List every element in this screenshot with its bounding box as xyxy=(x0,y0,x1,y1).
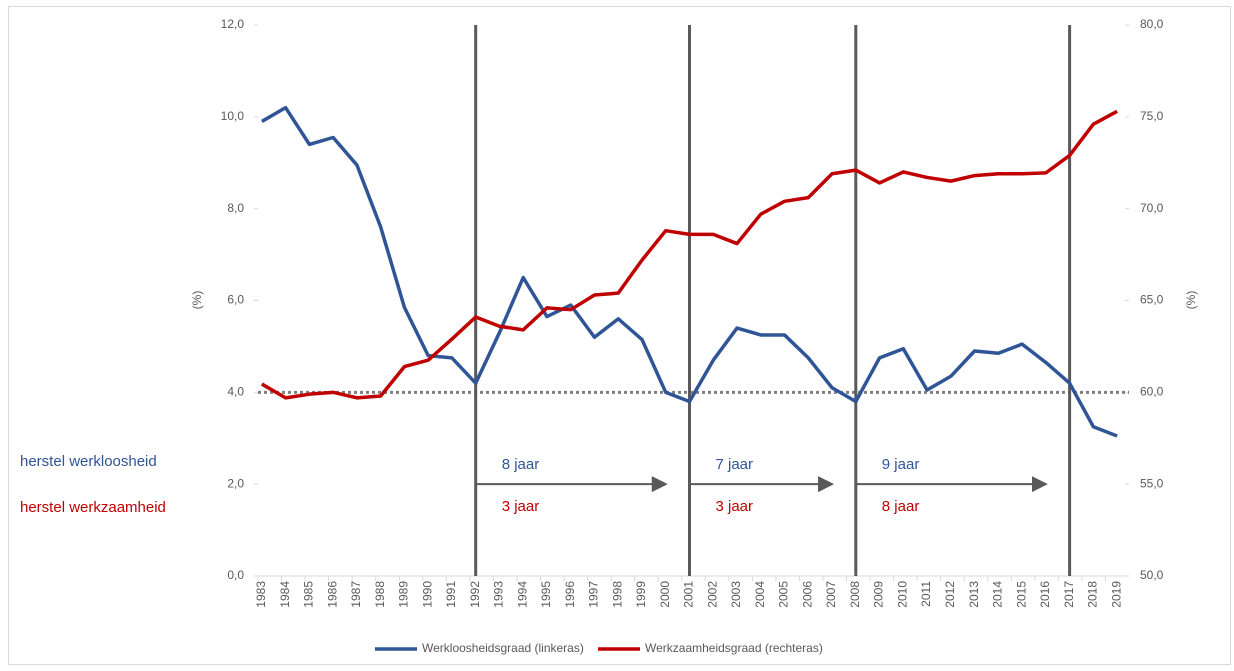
x-tick-label: 2013 xyxy=(967,581,981,608)
x-tick-label: 1985 xyxy=(302,581,316,608)
y2-tick-label: 75,0 xyxy=(1140,109,1164,123)
x-tick-label: 2017 xyxy=(1062,581,1076,608)
x-tick-label: 1995 xyxy=(539,581,553,608)
x-tick-label: 1996 xyxy=(563,581,577,608)
x-tick-label: 2012 xyxy=(943,581,957,608)
annotation: 3 jaar xyxy=(716,498,754,515)
y-tick-label: 12,0 xyxy=(221,17,245,31)
x-tick-label: 2003 xyxy=(729,581,743,608)
side-label: herstel werkloosheid xyxy=(20,453,157,470)
x-tick-label: 2018 xyxy=(1086,581,1100,608)
x-tick-label: 2009 xyxy=(872,581,886,608)
annotation: 9 jaar xyxy=(882,456,920,473)
data-line xyxy=(261,109,1118,400)
x-tick-label: 1990 xyxy=(420,581,434,608)
annotation: 8 jaar xyxy=(502,456,540,473)
y-tick-label: 2,0 xyxy=(227,476,244,490)
annotation: 3 jaar xyxy=(502,498,540,515)
annotation: 8 jaar xyxy=(882,498,920,515)
x-tick-label: 1989 xyxy=(397,581,411,608)
y2-tick-label: 70,0 xyxy=(1140,201,1164,215)
side-label: herstel werkzaamheid xyxy=(20,499,166,516)
x-tick-label: 2002 xyxy=(705,581,719,608)
x-tick-label: 1994 xyxy=(515,581,529,608)
legend-label: Werkloosheidsgraad (linkeras) xyxy=(422,641,584,655)
x-tick-label: 2015 xyxy=(1014,581,1028,608)
x-tick-label: 1983 xyxy=(254,581,268,608)
y2-tick-label: 60,0 xyxy=(1140,385,1164,399)
x-tick-label: 2000 xyxy=(658,581,672,608)
y-axis-label: (%) xyxy=(190,291,204,310)
x-tick-label: 1999 xyxy=(634,581,648,608)
x-tick-label: 2019 xyxy=(1109,581,1123,608)
x-tick-label: 1986 xyxy=(325,581,339,608)
x-tick-label: 1998 xyxy=(610,581,624,608)
y-tick-label: 6,0 xyxy=(227,293,244,307)
chart-border xyxy=(8,6,1231,665)
y-tick-label: 4,0 xyxy=(227,385,244,399)
y-tick-label: 8,0 xyxy=(227,201,244,215)
data-line xyxy=(261,105,1118,438)
x-tick-label: 2008 xyxy=(848,581,862,608)
x-tick-label: 2016 xyxy=(1038,581,1052,608)
legend-label: Werkzaamheidsgraad (rechteras) xyxy=(645,641,823,655)
y2-tick-label: 55,0 xyxy=(1140,476,1164,490)
x-tick-label: 1987 xyxy=(349,581,363,608)
x-tick-label: 2011 xyxy=(919,581,933,607)
x-tick-label: 2004 xyxy=(753,581,767,608)
x-tick-label: 1991 xyxy=(444,581,458,608)
y2-tick-label: 50,0 xyxy=(1140,568,1164,582)
x-tick-label: 1984 xyxy=(278,581,292,608)
x-tick-label: 2014 xyxy=(991,581,1005,608)
y-tick-label: 10,0 xyxy=(221,109,245,123)
y2-axis-label: (%) xyxy=(1184,291,1198,310)
y-tick-label: 0,0 xyxy=(227,568,244,582)
x-tick-label: 1993 xyxy=(492,581,506,608)
x-tick-label: 2006 xyxy=(800,581,814,608)
y2-tick-label: 80,0 xyxy=(1140,17,1164,31)
x-tick-label: 2005 xyxy=(777,581,791,608)
y2-tick-label: 65,0 xyxy=(1140,293,1164,307)
x-tick-label: 2007 xyxy=(824,581,838,608)
x-tick-label: 1992 xyxy=(468,581,482,608)
x-tick-label: 2010 xyxy=(895,581,909,608)
x-tick-label: 1997 xyxy=(587,581,601,608)
annotation: 7 jaar xyxy=(716,456,754,473)
x-tick-label: 2001 xyxy=(682,581,696,608)
x-tick-label: 1988 xyxy=(373,581,387,608)
